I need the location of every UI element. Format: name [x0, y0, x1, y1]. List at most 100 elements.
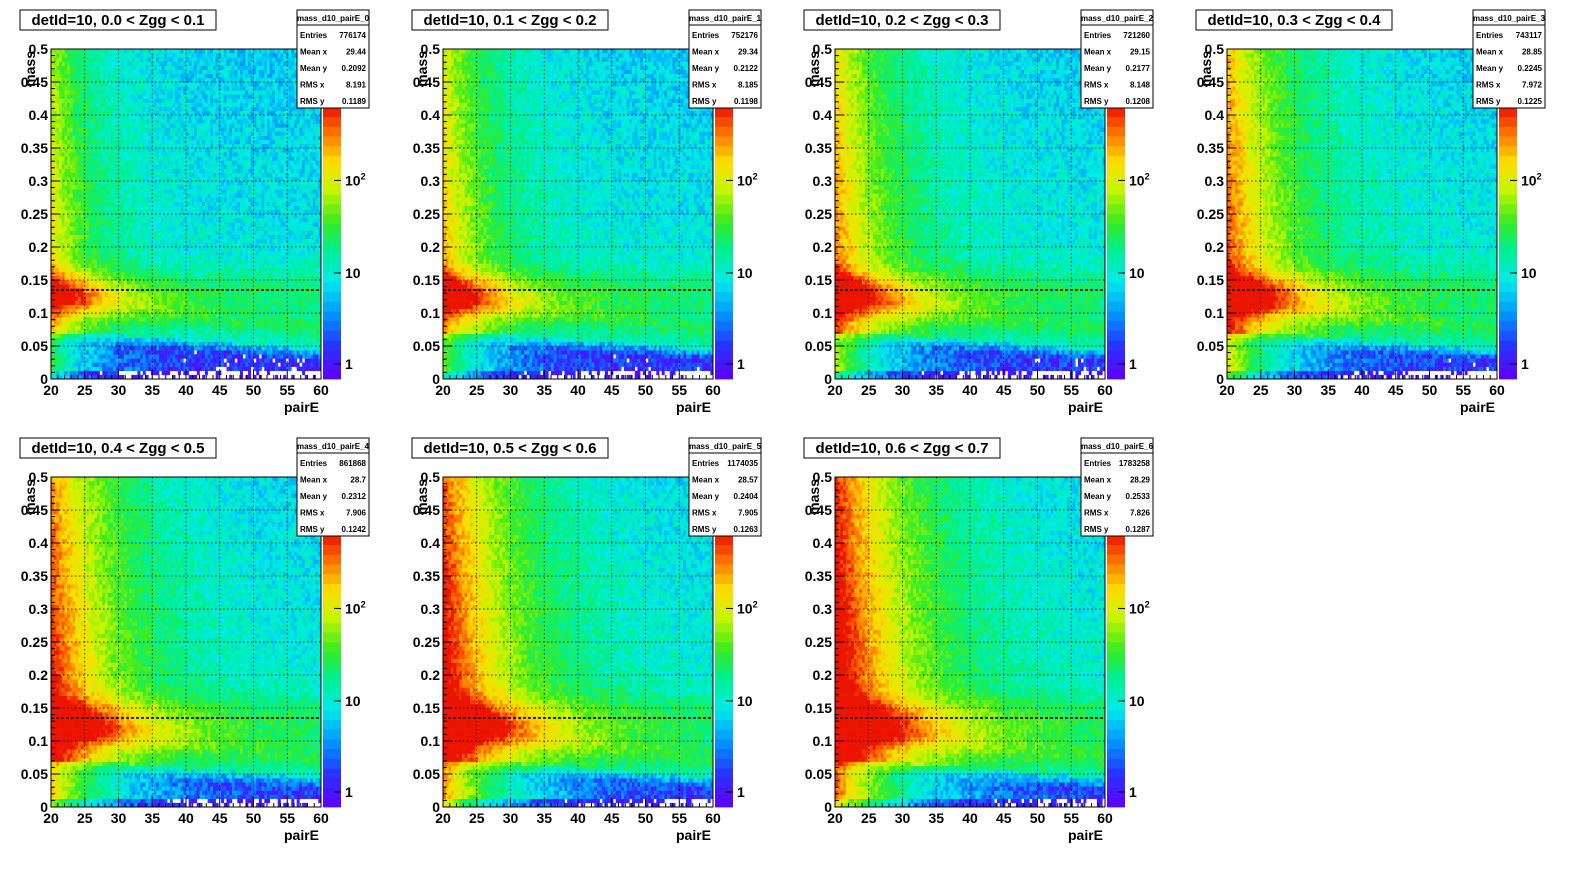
- heatmap-cell: [124, 218, 127, 222]
- heatmap-cell: [92, 321, 95, 325]
- heatmap-cell: [113, 123, 116, 127]
- heatmap-cell: [110, 309, 113, 313]
- heatmap-cell: [62, 297, 65, 301]
- heatmap-cell: [124, 363, 127, 367]
- heatmap-cell: [132, 107, 135, 111]
- heatmap-cell: [127, 325, 130, 329]
- heatmap-cell: [65, 119, 68, 123]
- heatmap-cell: [81, 90, 84, 94]
- heatmap-cell: [92, 297, 95, 301]
- heatmap-cell: [97, 90, 100, 94]
- heatmap-cell: [121, 185, 124, 189]
- heatmap-cell: [94, 292, 97, 296]
- heatmap-cell: [86, 115, 89, 119]
- heatmap-cell: [119, 99, 122, 103]
- heatmap-cell: [73, 264, 76, 268]
- heatmap-cell: [124, 66, 127, 70]
- heatmap-cell: [81, 132, 84, 136]
- heatmap-cell: [135, 226, 138, 230]
- heatmap-cell: [132, 140, 135, 144]
- heatmap-cell: [94, 107, 97, 111]
- heatmap-cell: [132, 317, 135, 321]
- heatmap-cell: [94, 61, 97, 65]
- heatmap-cell: [121, 334, 124, 338]
- heatmap-cell: [119, 107, 122, 111]
- heatmap-cell: [119, 177, 122, 181]
- heatmap-cell: [102, 206, 105, 210]
- heatmap-cell: [97, 152, 100, 156]
- heatmap-cell: [70, 169, 73, 173]
- heatmap-cell: [94, 177, 97, 181]
- heatmap-cell: [70, 78, 73, 82]
- heatmap-cell: [124, 144, 127, 148]
- heatmap-cell: [105, 156, 108, 160]
- heatmap-cell: [100, 198, 103, 202]
- heatmap-cell: [105, 255, 108, 259]
- heatmap-cell: [113, 313, 116, 317]
- heatmap-cell: [65, 367, 68, 371]
- heatmap-cell: [105, 235, 108, 239]
- heatmap-cell: [113, 202, 116, 206]
- heatmap-cell: [94, 259, 97, 263]
- heatmap-cell: [124, 367, 127, 371]
- heatmap-cell: [92, 259, 95, 263]
- heatmap-cell: [108, 264, 111, 268]
- heatmap-cell: [113, 239, 116, 243]
- heatmap-cell: [67, 198, 70, 202]
- heatmap-cell: [78, 49, 81, 53]
- heatmap-cell: [65, 152, 68, 156]
- heatmap-cell: [86, 214, 89, 218]
- heatmap-cell: [129, 358, 132, 362]
- heatmap-cell: [75, 177, 78, 181]
- heatmap-cell: [94, 297, 97, 301]
- heatmap-cell: [70, 350, 73, 354]
- heatmap-cell: [132, 123, 135, 127]
- heatmap-cell: [129, 119, 132, 123]
- heatmap-cell: [121, 90, 124, 94]
- heatmap-cell: [105, 317, 108, 321]
- heatmap-cell: [113, 140, 116, 144]
- heatmap-cell: [132, 115, 135, 119]
- heatmap-cell: [59, 292, 62, 296]
- heatmap-cell: [127, 103, 130, 107]
- heatmap-cell: [105, 198, 108, 202]
- heatmap-cell: [100, 185, 103, 189]
- heatmap-cell: [129, 136, 132, 140]
- heatmap-cell: [62, 255, 65, 259]
- heatmap-cell: [75, 86, 78, 90]
- heatmap-cell: [119, 210, 122, 214]
- heatmap-cell: [119, 301, 122, 305]
- heatmap-cell: [67, 231, 70, 235]
- heatmap-cell: [81, 99, 84, 103]
- heatmap-cell: [65, 325, 68, 329]
- heatmap-cell: [108, 119, 111, 123]
- heatmap-cell: [73, 272, 76, 276]
- heatmap-cell: [78, 350, 81, 354]
- heatmap-cell: [73, 103, 76, 107]
- heatmap-cell: [129, 90, 132, 94]
- heatmap-cell: [89, 292, 92, 296]
- heatmap-cell: [65, 82, 68, 86]
- heatmap-cell: [100, 334, 103, 338]
- heatmap-cell: [86, 206, 89, 210]
- heatmap-cell: [65, 231, 68, 235]
- heatmap-cell: [132, 264, 135, 268]
- heatmap-cell: [119, 123, 122, 127]
- heatmap-cell: [124, 99, 127, 103]
- heatmap-cell: [135, 152, 138, 156]
- heatmap-cell: [124, 140, 127, 144]
- heatmap-cell: [113, 119, 116, 123]
- heatmap-cell: [94, 280, 97, 284]
- heatmap-cell: [97, 123, 100, 127]
- heatmap-cell: [105, 132, 108, 136]
- heatmap-cell: [102, 111, 105, 115]
- heatmap-cell: [56, 156, 59, 160]
- heatmap-cell: [100, 148, 103, 152]
- heatmap-cell: [129, 272, 132, 276]
- heatmap-cell: [65, 94, 68, 98]
- heatmap-cell: [67, 152, 70, 156]
- heatmap-cell: [89, 70, 92, 74]
- heatmap-cell: [67, 169, 70, 173]
- heatmap-cell: [65, 206, 68, 210]
- heatmap-cell: [105, 49, 108, 53]
